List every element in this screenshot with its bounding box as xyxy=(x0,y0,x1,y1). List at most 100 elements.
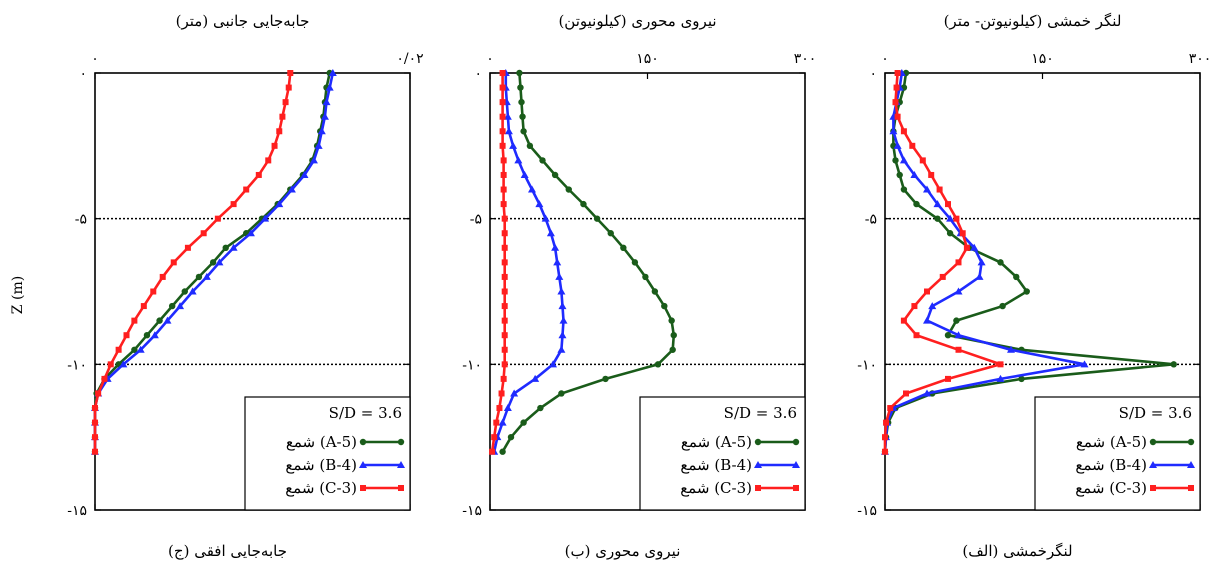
data-point xyxy=(317,127,326,135)
y-tick-label: -۵ xyxy=(75,212,87,228)
data-point xyxy=(188,287,197,295)
legend-label: شمع (B-4) xyxy=(285,456,357,474)
data-point xyxy=(314,141,323,149)
data-point xyxy=(501,259,508,266)
legend-marker xyxy=(754,438,762,446)
data-point xyxy=(1018,375,1025,383)
y-tick-label: -۱۰ xyxy=(462,357,482,373)
data-point xyxy=(92,419,98,426)
legend-marker xyxy=(1187,438,1195,446)
legend-title: S/D = 3.6 xyxy=(1119,404,1192,422)
data-point xyxy=(184,244,191,251)
data-point xyxy=(136,345,145,353)
data-point xyxy=(265,157,272,164)
data-point xyxy=(168,302,176,310)
legend-label: شمع (A-5) xyxy=(1076,433,1147,451)
legend-marker xyxy=(1149,438,1157,446)
data-point xyxy=(518,98,525,106)
legend: S/D = 3.6 شمع (A-5) شمع (B-4) شمع (C-3) xyxy=(1034,396,1201,511)
data-point xyxy=(170,259,177,266)
x-tick-label: ۳۰۰ xyxy=(794,51,817,67)
legend-marker xyxy=(360,485,366,491)
data-point xyxy=(535,200,544,208)
series-line xyxy=(93,72,292,452)
panel-title: جابه‌جایی جانبی (متر) xyxy=(176,12,310,30)
data-point xyxy=(882,448,888,455)
x-tick-label: ۳۰۰ xyxy=(1189,51,1212,67)
data-point xyxy=(924,288,930,295)
series xyxy=(882,70,1005,455)
data-point xyxy=(923,316,931,324)
data-point xyxy=(181,288,188,295)
data-point xyxy=(661,302,668,310)
data-point xyxy=(287,70,294,76)
data-point xyxy=(900,128,907,135)
data-point xyxy=(150,288,157,295)
data-point xyxy=(997,361,1004,368)
data-point xyxy=(668,317,675,324)
data-point xyxy=(200,230,207,237)
data-point xyxy=(499,70,506,76)
data-point xyxy=(500,375,507,382)
data-point xyxy=(131,346,138,353)
data-point xyxy=(651,288,659,295)
legend-title: S/D = 3.6 xyxy=(724,404,797,422)
data-point xyxy=(300,170,309,178)
data-point xyxy=(919,157,926,164)
data-point xyxy=(551,171,559,179)
series xyxy=(490,69,568,455)
legend-label: شمع (A-5) xyxy=(286,433,357,451)
data-point xyxy=(499,142,506,149)
y-axis-label: Z (m) xyxy=(10,276,26,314)
data-point xyxy=(975,272,984,280)
x-tick-label: ۰ xyxy=(486,51,494,67)
data-point xyxy=(202,272,211,280)
series xyxy=(92,70,294,455)
y-tick-label: -۱۵ xyxy=(67,503,87,519)
data-point xyxy=(287,185,296,193)
data-point xyxy=(101,375,108,382)
x-tick-label: ۱۵۰ xyxy=(1031,51,1054,67)
data-point xyxy=(899,156,908,164)
data-point xyxy=(493,419,500,426)
legend-label: شمع (C-3) xyxy=(1075,479,1147,497)
legend-marker xyxy=(1149,461,1157,468)
x-tick-label: ۱۵۰ xyxy=(636,51,659,67)
data-point xyxy=(499,113,506,120)
panel-title: لنگر خمشی (کیلونیوتن- متر) xyxy=(944,12,1122,30)
data-point xyxy=(546,229,555,237)
data-point xyxy=(909,142,916,149)
data-point xyxy=(945,375,951,382)
data-point xyxy=(889,127,898,135)
legend-marker xyxy=(398,485,404,491)
data-point xyxy=(999,302,1006,310)
data-point xyxy=(320,112,329,120)
data-point xyxy=(936,186,943,193)
data-point xyxy=(514,156,523,164)
data-point xyxy=(1013,273,1020,281)
data-point xyxy=(944,332,952,339)
y-tick-label: -۱۵ xyxy=(857,503,877,519)
data-point xyxy=(119,360,128,368)
data-point xyxy=(894,113,901,120)
data-point xyxy=(954,331,963,339)
legend-marker xyxy=(1188,485,1194,491)
data-point xyxy=(517,84,524,91)
data-point xyxy=(271,142,278,149)
data-point xyxy=(559,316,568,324)
y-tick-label: -۵ xyxy=(470,212,482,228)
legend-marker xyxy=(1150,485,1156,491)
data-point xyxy=(1170,361,1177,368)
data-point xyxy=(903,390,909,397)
data-point xyxy=(499,448,506,455)
data-point xyxy=(970,243,979,251)
data-point xyxy=(507,433,515,441)
data-point xyxy=(954,287,963,295)
data-point xyxy=(953,215,960,222)
data-point xyxy=(516,69,523,77)
x-tick-label: ۰/۰۲ xyxy=(396,51,423,67)
data-point xyxy=(501,346,508,353)
legend-marker xyxy=(359,461,367,468)
legend-marker xyxy=(792,461,800,468)
data-point xyxy=(539,157,546,164)
